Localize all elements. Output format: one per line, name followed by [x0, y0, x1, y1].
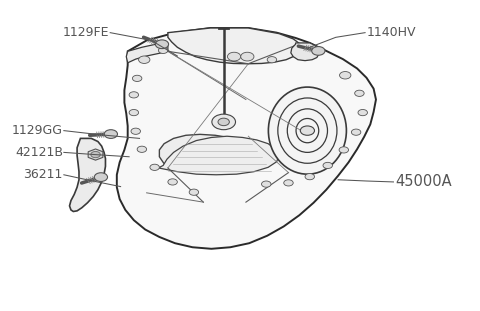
- Circle shape: [284, 180, 293, 186]
- Circle shape: [156, 40, 168, 49]
- Circle shape: [339, 147, 348, 153]
- Circle shape: [262, 181, 271, 187]
- Circle shape: [212, 114, 236, 130]
- Polygon shape: [126, 43, 168, 63]
- Circle shape: [228, 52, 240, 61]
- Circle shape: [168, 179, 177, 185]
- Circle shape: [218, 118, 229, 126]
- Circle shape: [132, 75, 142, 81]
- Circle shape: [139, 56, 150, 63]
- Circle shape: [323, 162, 333, 169]
- Circle shape: [104, 130, 118, 138]
- Text: 45000A: 45000A: [395, 174, 452, 189]
- Circle shape: [129, 92, 139, 98]
- Text: 1140HV: 1140HV: [367, 26, 416, 39]
- Ellipse shape: [268, 87, 347, 174]
- Circle shape: [339, 72, 351, 79]
- Circle shape: [312, 47, 325, 55]
- Polygon shape: [159, 134, 251, 170]
- Circle shape: [94, 173, 108, 181]
- Circle shape: [240, 52, 254, 61]
- Polygon shape: [168, 28, 300, 64]
- Circle shape: [137, 146, 146, 152]
- Circle shape: [129, 109, 139, 116]
- Circle shape: [305, 174, 314, 180]
- Circle shape: [351, 129, 361, 135]
- Text: 1129GG: 1129GG: [12, 124, 63, 137]
- Polygon shape: [158, 136, 279, 175]
- Circle shape: [158, 47, 168, 53]
- Polygon shape: [291, 43, 319, 61]
- Text: 42121B: 42121B: [15, 146, 63, 159]
- Text: 36211: 36211: [24, 168, 63, 181]
- Circle shape: [300, 126, 314, 135]
- Circle shape: [131, 128, 141, 134]
- Polygon shape: [117, 28, 376, 249]
- Polygon shape: [70, 138, 106, 211]
- Text: 1129FE: 1129FE: [62, 26, 109, 39]
- Circle shape: [358, 109, 368, 116]
- Circle shape: [267, 57, 276, 63]
- Circle shape: [189, 189, 199, 195]
- Circle shape: [150, 164, 159, 170]
- Circle shape: [91, 151, 100, 158]
- Circle shape: [355, 90, 364, 96]
